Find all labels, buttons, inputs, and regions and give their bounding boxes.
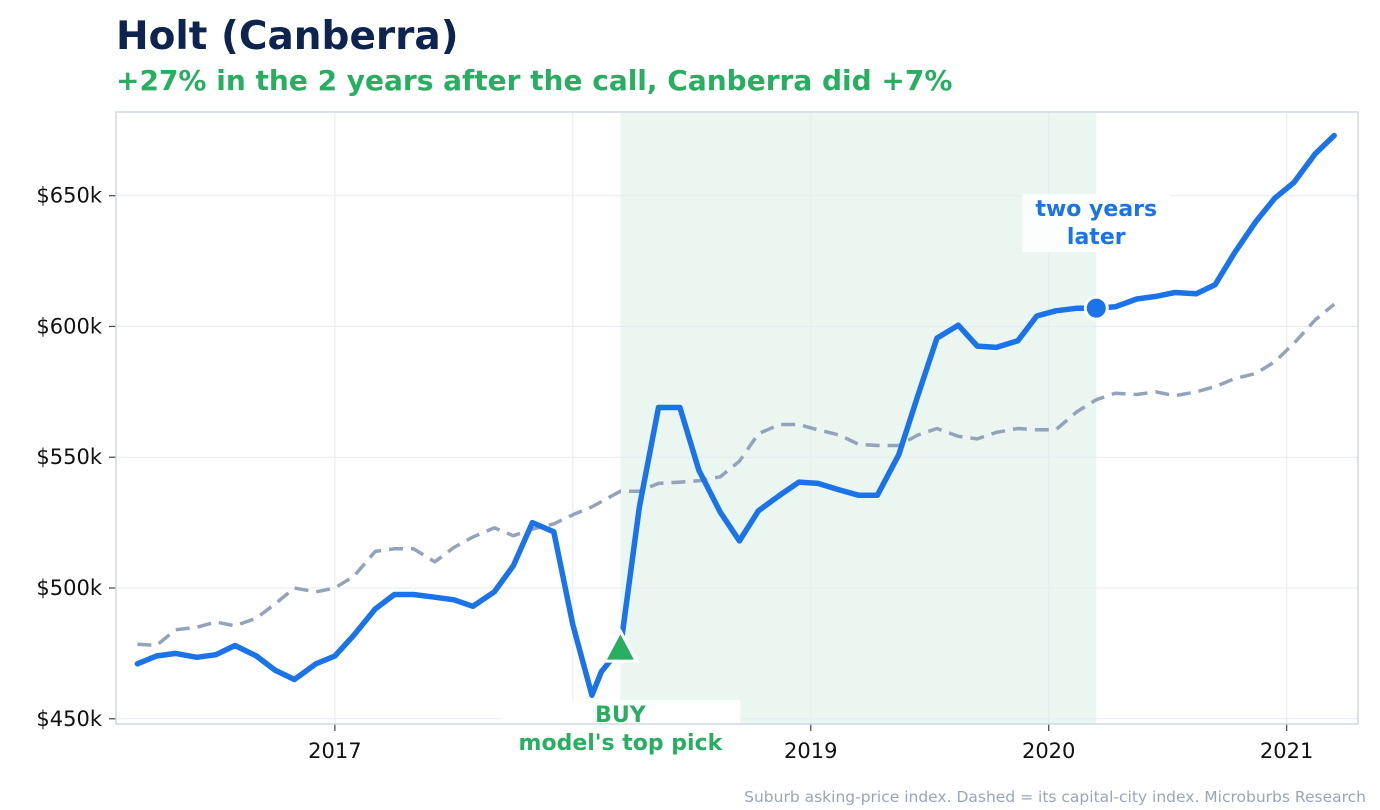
x-tick-label: 2019: [784, 739, 837, 763]
y-tick-label: $600k: [36, 314, 102, 338]
plot-frame: [115, 111, 1359, 725]
y-tick-label: $550k: [36, 445, 102, 469]
chart-title: Holt (Canberra): [116, 14, 459, 59]
y-tick-label: $450k: [36, 707, 102, 731]
chart-subtitle: +27% in the 2 years after the call, Canb…: [116, 64, 953, 97]
suburb-index-line: [134, 132, 1337, 698]
source-footnote: Suburb asking-price index. Dashed = its …: [744, 788, 1366, 806]
later-label-background: [1022, 194, 1171, 253]
x-tick-label: 2020: [1022, 739, 1075, 763]
buy-label-subtext: model's top pick: [519, 731, 724, 756]
later-label: two years: [1035, 197, 1157, 222]
city-index-line: [137, 302, 1336, 648]
grid: [116, 112, 1358, 724]
annotations: BUY model's top pick two years later: [500, 194, 1171, 760]
series-lines: [134, 132, 1337, 698]
x-tick-label: 2021: [1260, 739, 1313, 763]
y-tick-label: $500k: [36, 576, 102, 600]
y-tick-label: $650k: [36, 184, 102, 208]
later-label-subtext: later: [1067, 225, 1126, 250]
buy-label-background: [500, 700, 741, 760]
post-call-shaded-period: [620, 112, 1097, 724]
x-tick-label: 2017: [308, 739, 361, 763]
two-years-later-marker: [1083, 295, 1109, 321]
buy-triangle-marker: [601, 627, 639, 663]
